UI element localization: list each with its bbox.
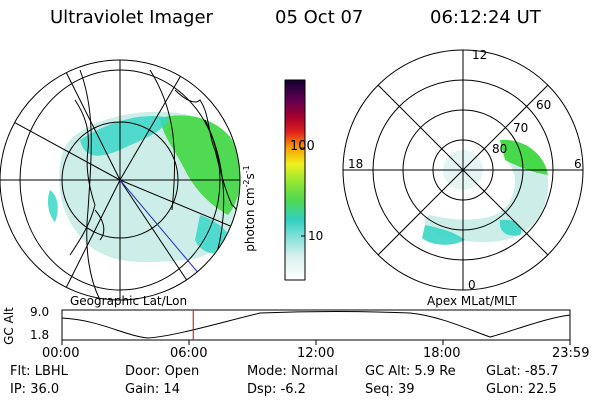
mlt-label-0: 0: [468, 278, 476, 292]
glat-field: GLat: -85.7: [486, 364, 559, 379]
altitude-plot: [61, 309, 571, 345]
polar-plot: [342, 49, 584, 291]
gain-field: Gain: 14: [125, 382, 180, 397]
time-tick-1800: 18:00: [423, 346, 461, 361]
glon-field: GLon: 22.5: [486, 382, 557, 397]
time-label: 06:12:24 UT: [430, 7, 541, 28]
time-tick-2359: 23:59: [552, 346, 590, 361]
aurora-cyan-left: [47, 116, 231, 254]
lat-label-70: 70: [513, 121, 529, 135]
geographic-label: Geographic Lat/Lon: [70, 294, 188, 308]
aurora-cyan-right: [422, 219, 522, 245]
door-field: Door: Open: [125, 364, 200, 379]
ip-field: IP: 36.0: [10, 382, 60, 397]
colorbar-tick-100: 100: [290, 139, 315, 154]
lat-label-60: 60: [536, 98, 552, 112]
aurora-green-left: [160, 115, 240, 215]
time-tick-0000: 00:00: [42, 346, 80, 361]
colorbar-tick-10: 10: [308, 229, 324, 243]
altitude-tick-9: 9.0: [30, 305, 50, 319]
colorbar: [284, 79, 306, 281]
mode-field: Mode: Normal: [247, 364, 338, 379]
mlt-label-12: 12: [472, 48, 488, 62]
altitude-ylabel: GC Alt: [1, 307, 16, 345]
geographic-map: [0, 59, 241, 301]
instrument-title: Ultraviolet Imager: [50, 7, 213, 28]
colorbar-unit-label: photon cm-2s-1: [241, 165, 257, 252]
gc-alt-field: GC Alt: 5.9 Re: [365, 364, 456, 379]
mlt-label-18: 18: [348, 157, 364, 171]
aurora-green-right: [500, 139, 548, 175]
seq-field: Seq: 39: [365, 382, 415, 397]
time-tick-1200: 12:00: [297, 346, 335, 361]
apex-label: Apex MLat/MLT: [427, 294, 517, 308]
lat-label-80: 80: [492, 142, 508, 156]
filter-field: Flt: LBHL: [10, 364, 68, 379]
time-tick-0600: 06:00: [170, 346, 208, 361]
date-label: 05 Oct 07: [275, 7, 364, 28]
dsp-field: Dsp: -6.2: [247, 382, 306, 397]
altitude-tick-18: 1.8: [30, 328, 50, 342]
mlt-label-6: 6: [574, 157, 582, 171]
